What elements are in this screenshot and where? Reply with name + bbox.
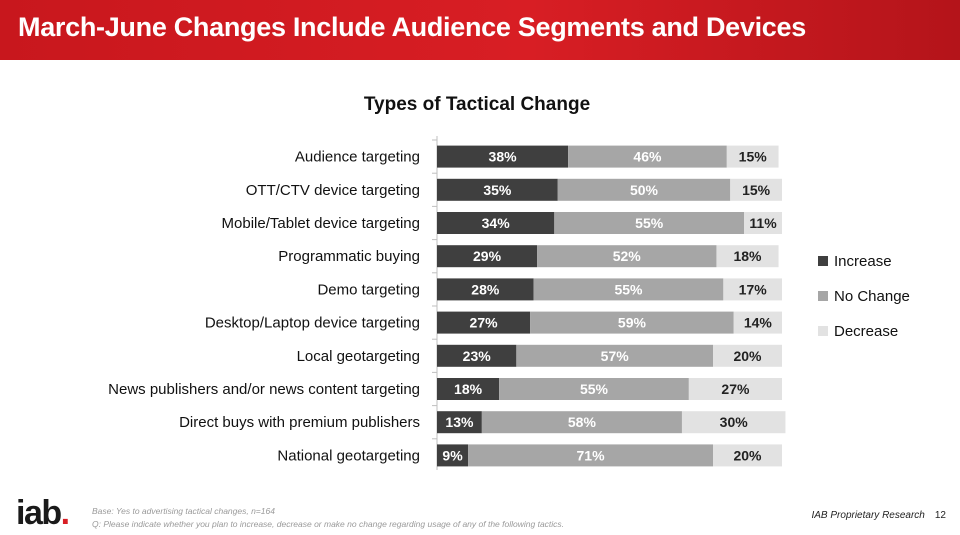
value-label-decrease-desktop-laptop-device-targeting: 14% (744, 315, 773, 331)
bar-increase-demo-targeting (437, 278, 534, 301)
value-label-increase-mobile-tablet-device-targeting: 34% (482, 215, 511, 231)
value-label-decrease-national-geotargeting: 20% (733, 447, 762, 463)
bar-no-change-demo-targeting (533, 278, 724, 301)
value-label-increase-audience-targeting: 38% (489, 149, 518, 165)
value-label-increase-ott-ctv-device-targeting: 35% (483, 182, 512, 198)
bar-increase-audience-targeting (437, 145, 569, 168)
value-label-no-change-demo-targeting: 55% (614, 281, 643, 297)
header-bar: March-June Changes Include Audience Segm… (0, 0, 960, 60)
value-label-no-change-ott-ctv-device-targeting: 50% (630, 182, 659, 198)
bar-no-change-national-geotargeting (468, 444, 713, 467)
value-label-increase-desktop-laptop-device-targeting: 27% (470, 315, 499, 331)
bar-increase-mobile-tablet-device-targeting (437, 212, 555, 234)
bar-decrease-national-geotargeting (713, 444, 782, 467)
value-label-decrease-local-geotargeting: 20% (733, 348, 762, 364)
legend-label-decrease: Decrease (834, 323, 898, 340)
bar-decrease-mobile-tablet-device-targeting (744, 212, 782, 234)
base-footnote: Base: Yes to advertising tactical change… (92, 506, 275, 516)
value-label-decrease-demo-targeting: 17% (739, 281, 768, 297)
bar-decrease-programmatic-buying (716, 245, 779, 268)
page-number: 12 (934, 510, 946, 521)
legend-label-increase: Increase (834, 253, 892, 270)
bar-no-change-programmatic-buying (537, 245, 717, 268)
bar-no-change-news-publishers-and-or-news-content-targeting (499, 378, 689, 400)
bar-increase-ott-ctv-device-targeting (437, 178, 558, 201)
value-label-decrease-audience-targeting: 15% (739, 149, 768, 165)
value-label-decrease-mobile-tablet-device-targeting: 11% (749, 215, 777, 231)
value-label-increase-direct-buys-with-premium-publishers: 13% (445, 414, 474, 430)
value-label-no-change-local-geotargeting: 57% (601, 348, 630, 364)
value-label-decrease-news-publishers-and-or-news-content-targeting: 27% (721, 381, 750, 397)
logo-text: iab (16, 494, 62, 532)
value-label-decrease-programmatic-buying: 18% (733, 248, 762, 264)
value-label-no-change-audience-targeting: 46% (633, 149, 662, 165)
question-footnote: Q: Please indicate whether you plan to i… (92, 519, 565, 529)
category-label-direct-buys-with-premium-publishers: Direct buys with premium publishers (179, 414, 420, 431)
bar-no-change-direct-buys-with-premium-publishers (481, 411, 682, 434)
bar-increase-national-geotargeting (437, 444, 469, 467)
category-label-demo-targeting: Demo targeting (317, 281, 420, 298)
bar-decrease-demo-targeting (723, 278, 782, 301)
bar-decrease-audience-targeting (726, 145, 779, 168)
bar-no-change-ott-ctv-device-targeting (557, 178, 731, 201)
value-label-increase-demo-targeting: 28% (471, 281, 500, 297)
logo-dot: . (60, 494, 70, 532)
iab-logo: iab. (16, 494, 70, 532)
footer-right: IAB Proprietary Research 12 (811, 510, 946, 521)
value-label-increase-programmatic-buying: 29% (473, 248, 502, 264)
legend-swatch-increase (818, 256, 828, 266)
category-label-programmatic-buying: Programmatic buying (278, 248, 420, 265)
bar-decrease-local-geotargeting (713, 344, 782, 367)
value-label-no-change-national-geotargeting: 71% (577, 447, 606, 463)
bar-no-change-audience-targeting (568, 145, 727, 168)
stacked-bar-chart: Types of Tactical Change Audience targeti… (108, 94, 910, 470)
bar-increase-direct-buys-with-premium-publishers (437, 411, 482, 434)
bar-decrease-direct-buys-with-premium-publishers (681, 411, 786, 434)
value-label-decrease-ott-ctv-device-targeting: 15% (742, 182, 771, 198)
value-label-no-change-news-publishers-and-or-news-content-targeting: 55% (580, 381, 609, 397)
category-label-ott-ctv-device-targeting: OTT/CTV device targeting (246, 182, 420, 199)
legend-swatch-no-change (818, 291, 828, 301)
category-label-news-publishers-and-or-news-content-targeting: News publishers and/or news content targ… (108, 381, 420, 398)
value-label-increase-local-geotargeting: 23% (463, 348, 492, 364)
category-label-national-geotargeting: National geotargeting (277, 447, 420, 464)
value-label-decrease-direct-buys-with-premium-publishers: 30% (720, 414, 749, 430)
chart-title: Types of Tactical Change (364, 94, 590, 115)
category-label-mobile-tablet-device-targeting: Mobile/Tablet device targeting (222, 215, 420, 232)
bar-decrease-desktop-laptop-device-targeting (733, 311, 782, 334)
bar-increase-programmatic-buying (437, 245, 538, 268)
bar-no-change-mobile-tablet-device-targeting (554, 212, 745, 234)
proprietary-label: IAB Proprietary Research (811, 510, 925, 521)
bar-decrease-ott-ctv-device-targeting (730, 178, 782, 201)
value-label-no-change-desktop-laptop-device-targeting: 59% (618, 315, 647, 331)
page-title: March-June Changes Include Audience Segm… (18, 12, 806, 42)
bar-increase-local-geotargeting (437, 344, 517, 367)
value-label-no-change-programmatic-buying: 52% (613, 248, 642, 264)
category-label-audience-targeting: Audience targeting (295, 149, 420, 166)
bar-increase-desktop-laptop-device-targeting (437, 311, 531, 334)
value-label-increase-national-geotargeting: 9% (442, 447, 463, 463)
value-label-no-change-direct-buys-with-premium-publishers: 58% (568, 414, 597, 430)
bar-decrease-news-publishers-and-or-news-content-targeting (688, 378, 782, 400)
bar-no-change-local-geotargeting (516, 344, 713, 367)
legend-label-no-change: No Change (834, 288, 910, 305)
category-label-local-geotargeting: Local geotargeting (297, 348, 420, 365)
legend-swatch-decrease (818, 326, 828, 336)
bar-increase-news-publishers-and-or-news-content-targeting (437, 378, 500, 400)
value-label-increase-news-publishers-and-or-news-content-targeting: 18% (454, 381, 483, 397)
value-label-no-change-mobile-tablet-device-targeting: 55% (635, 215, 664, 231)
bar-no-change-desktop-laptop-device-targeting (530, 311, 734, 334)
category-label-desktop-laptop-device-targeting: Desktop/Laptop device targeting (205, 315, 420, 332)
